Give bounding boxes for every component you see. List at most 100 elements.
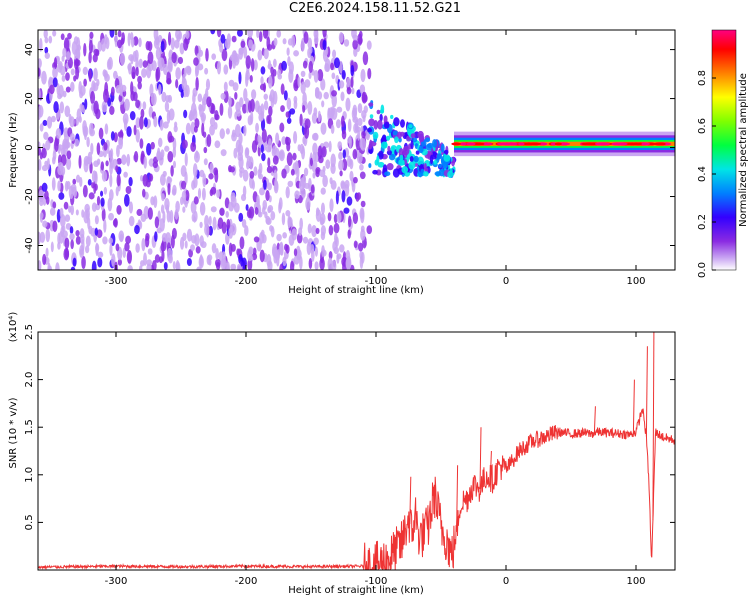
colorbar-tick-label: 0.0 xyxy=(697,262,708,278)
spectrogram-blob xyxy=(320,187,326,195)
spectrogram-blob xyxy=(90,91,96,105)
spectrogram-blob xyxy=(352,39,358,50)
spectrogram-blob xyxy=(253,166,258,176)
spectrogram-blob xyxy=(249,75,253,83)
spectrogram-blob xyxy=(91,260,97,270)
spectrogram-blob xyxy=(357,117,363,127)
spectrogram-blob xyxy=(360,138,367,151)
spectrogram-blob xyxy=(180,90,184,99)
spectrogram-blob xyxy=(175,78,179,89)
spectrogram-blob xyxy=(282,232,288,239)
spectrogram-blob xyxy=(257,134,261,143)
snr-spike xyxy=(593,406,596,433)
spectrogram-blob xyxy=(65,86,71,93)
spectrogram-blob xyxy=(117,258,122,266)
spectrogram-blob xyxy=(65,72,70,81)
spectrogram-blob xyxy=(286,117,292,124)
spectrogram-blob xyxy=(211,53,217,60)
spectrogram-transition-blob xyxy=(402,145,410,156)
spectrogram-blob xyxy=(84,98,88,110)
spectrogram-blob xyxy=(280,83,285,95)
spectrogram-blob xyxy=(109,30,115,38)
spectrogram-blob xyxy=(83,78,87,87)
spectrogram-blob xyxy=(201,114,205,127)
spectrogram-blob xyxy=(147,207,153,220)
spectrogram-blob xyxy=(205,78,211,91)
spectrogram-blob xyxy=(312,142,318,155)
spectrogram-transition-blob xyxy=(433,160,438,165)
spectrogram-blob xyxy=(350,64,355,77)
spectrogram-blob xyxy=(275,132,280,145)
spectrogram-blob xyxy=(38,260,42,270)
spectrogram-blob xyxy=(256,198,260,209)
spectrogram-transition-blob xyxy=(404,158,408,165)
spectrogram-blob xyxy=(46,116,53,129)
spectrogram-blob xyxy=(286,97,292,110)
spectrogram-blob xyxy=(302,60,308,69)
x-tick-label: 100 xyxy=(626,576,645,587)
spectrogram-blob xyxy=(142,188,146,198)
spectrogram-blob xyxy=(265,190,270,202)
spectrogram-blob xyxy=(254,206,259,215)
spectrogram-blob xyxy=(64,180,69,192)
spectrogram-blob xyxy=(357,103,363,114)
snr-spikes xyxy=(409,332,655,532)
spectrogram-blob xyxy=(116,144,120,158)
spectrogram-blob xyxy=(245,55,251,69)
spectrogram-blob xyxy=(306,241,312,256)
y-tick-label: 2.5 xyxy=(24,324,35,340)
spectrogram-blob xyxy=(60,33,65,41)
spectrogram-blob xyxy=(225,211,229,218)
spectrogram-blob xyxy=(181,74,186,84)
spectrogram-blob xyxy=(132,50,137,63)
spectrogram-blob xyxy=(250,58,255,72)
spectrogram-blob xyxy=(46,157,50,171)
spectrogram-transition-blob xyxy=(377,119,383,130)
spectrogram-blob xyxy=(63,37,70,52)
spectrogram-blob xyxy=(345,97,351,112)
spectrogram-blob xyxy=(236,30,243,37)
spectrogram-blob xyxy=(45,196,50,205)
spectrogram-blob xyxy=(256,30,260,38)
spectrogram-blob xyxy=(181,190,187,202)
spectrogram-blob xyxy=(333,213,338,224)
spectrogram-blob xyxy=(161,232,168,242)
spectrogram-blob xyxy=(45,247,49,258)
spectrogram-blob xyxy=(268,105,273,117)
spectrogram-blob xyxy=(361,131,366,139)
spectrogram-blob xyxy=(208,215,212,226)
spectrogram-blob xyxy=(41,70,47,85)
spectrogram-transition-blob xyxy=(368,163,372,168)
spectrogram-transition-blob xyxy=(408,161,416,170)
snr-y-label: SNR (10 * v/v) xyxy=(8,397,19,468)
spectrogram-transition-blob xyxy=(368,118,375,127)
spectrogram-blob xyxy=(131,71,136,80)
spectrogram-blob xyxy=(246,209,252,219)
spectrogram-transition-blob xyxy=(418,136,425,143)
spectrogram-blob xyxy=(154,216,160,229)
spectrogram-blob xyxy=(103,186,108,195)
spectrogram-blob xyxy=(226,33,231,45)
spectrogram-blob xyxy=(164,197,170,211)
colorbar-tick-label: 0.2 xyxy=(697,214,708,230)
spectrogram-blob xyxy=(348,134,352,149)
spectrogram-blob xyxy=(182,206,186,213)
spectrogram-blob xyxy=(135,66,139,77)
spectrogram-blob xyxy=(231,35,237,43)
spectrogram-transition-blob xyxy=(380,104,385,114)
spectrogram-signal-peak xyxy=(497,142,511,146)
spectrogram-blob xyxy=(89,31,94,39)
spectrogram-signal-peak xyxy=(554,142,562,146)
spectrogram-transition-blob xyxy=(394,136,399,144)
spectrogram-blob xyxy=(202,173,207,188)
spectrogram-blob xyxy=(42,253,47,266)
spectrogram-blob xyxy=(294,190,300,200)
spectrogram-blob xyxy=(126,126,132,137)
spectrogram-blob xyxy=(193,175,198,189)
snr-spike xyxy=(489,450,492,478)
spectrogram-blob xyxy=(167,182,171,196)
spectrogram-blob xyxy=(238,156,244,170)
spectrogram-blob xyxy=(219,103,224,116)
spectrogram-blob xyxy=(212,216,217,231)
spectrogram-blob xyxy=(239,236,245,250)
